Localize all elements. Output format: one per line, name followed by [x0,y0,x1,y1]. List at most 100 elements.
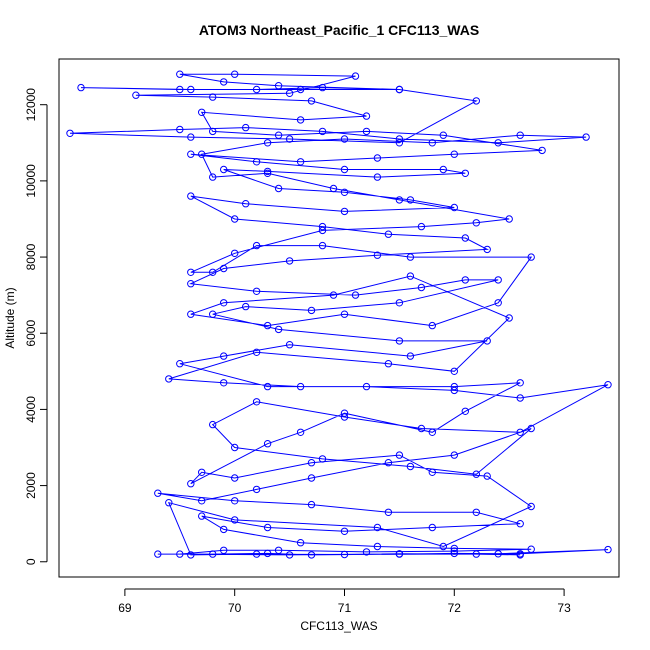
data-point [252,550,261,558]
data-point [274,131,283,139]
data-point [209,268,217,276]
data-point [428,468,436,476]
data-point [406,196,415,204]
data-point [274,82,283,90]
data-point [472,550,480,558]
y-tick-label: 10000 [24,164,38,198]
data-point [362,382,371,391]
data-point [187,192,195,200]
data-point [428,523,436,532]
data-point [373,173,382,181]
data-point [450,382,458,391]
y-tick-label: 6000 [24,320,38,347]
data-point [373,154,382,162]
data-point [384,459,393,467]
data-point [461,169,469,178]
data-point [362,548,371,556]
data-point [340,527,349,535]
data-point [505,215,513,223]
data-point [307,306,316,315]
data-point [406,462,415,471]
data-point [417,424,426,433]
data-point [263,167,272,176]
data-point [428,321,436,330]
data-point [307,459,316,467]
data-point [198,150,206,158]
y-tick-label: 4000 [24,396,38,423]
data-point [307,97,316,105]
data-point [417,283,426,292]
data-point [307,474,316,482]
data-point [395,550,404,558]
data-point [318,127,327,136]
data-point [516,379,524,387]
data-point [604,381,612,389]
data-point [384,360,393,368]
data-point [252,241,261,250]
data-point [395,196,404,204]
data-point [187,150,195,158]
data-point [439,165,447,174]
data-point [154,489,162,497]
data-point [494,139,502,147]
data-point [340,550,349,559]
x-axis-label: CFC113_WAS [300,619,377,633]
data-point [329,291,338,299]
data-point [472,470,480,478]
data-point [450,549,458,558]
data-point [285,341,294,349]
data-point [263,169,272,178]
data-point [263,440,272,448]
data-point [285,551,294,559]
data-point [263,549,272,558]
data-point [395,451,404,459]
y-axis: 0 2000 4000 6000 8000 10000 12000 [24,88,48,565]
data-point [209,310,217,318]
data-point [252,485,261,494]
data-point [252,158,261,166]
data-point [406,352,415,360]
data-point [483,337,491,345]
x-axis: 69 70 71 72 73 [118,588,571,615]
data-point [318,241,327,250]
data-point [428,139,436,147]
data-point [417,222,426,231]
data-point [209,550,217,558]
data-point [209,173,217,181]
data-point [483,245,491,254]
data-point [165,499,173,507]
data-point [318,83,327,92]
data-point [373,523,382,532]
data-point [285,135,294,143]
y-tick-label: 2000 [24,472,38,499]
data-point [187,85,195,94]
data-point [516,551,524,559]
data-point [362,112,371,120]
data-point [318,222,327,231]
data-point [461,407,469,415]
data-point [461,234,469,242]
data-point [252,85,261,94]
data-point [340,135,349,143]
data-point [450,544,458,553]
data-point [231,516,239,524]
data-point [231,443,239,452]
data-point [296,428,305,436]
data-point [516,394,524,402]
data-point [296,539,305,547]
data-point [450,451,458,459]
data-point [165,375,173,383]
data-point [527,253,535,261]
data-point [340,207,349,216]
data-point [450,367,458,375]
plot-area [66,70,612,559]
data-point [450,386,458,395]
data-point [296,382,305,391]
data-point [231,215,239,223]
data-point [516,131,524,139]
data-point [307,500,316,509]
data-point [252,398,261,406]
data-point [472,508,480,516]
data-point [198,512,206,520]
